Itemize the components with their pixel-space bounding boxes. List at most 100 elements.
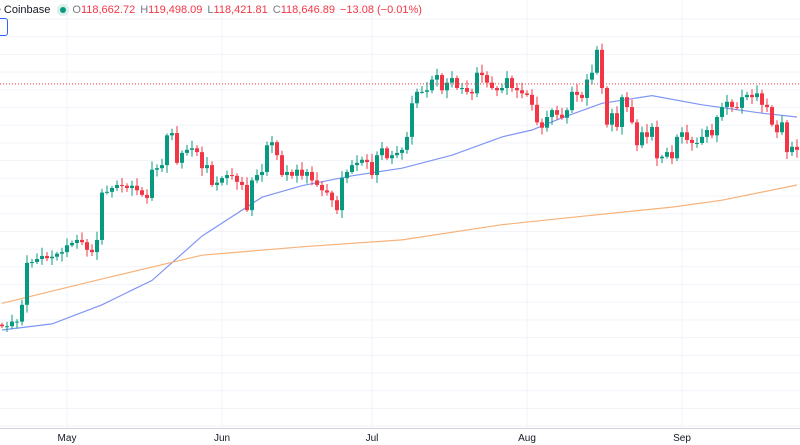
candle-body [610, 113, 614, 125]
candle [70, 240, 74, 248]
candle-body [465, 88, 469, 92]
candle-body [170, 133, 174, 136]
candle-body [30, 262, 34, 264]
candle [150, 161, 154, 201]
candle [100, 188, 104, 245]
candle [60, 247, 64, 262]
candle-body [760, 93, 764, 105]
candle-body [405, 136, 409, 150]
candle [530, 89, 534, 111]
candle [25, 255, 29, 313]
candle-body [560, 114, 564, 118]
candle-body [440, 75, 444, 91]
change-value: −13.08 (−0.01%) [339, 4, 422, 16]
candle [155, 164, 159, 177]
candle-body [790, 146, 794, 153]
candle [5, 321, 9, 333]
candle [595, 46, 599, 75]
candle [50, 250, 54, 266]
candle-body [445, 82, 449, 91]
candle [110, 186, 114, 198]
candle-body [590, 72, 594, 80]
collapse-legend-button[interactable] [0, 18, 8, 36]
exchange-name: • Coinbase [0, 4, 51, 16]
candle [340, 171, 344, 218]
candle-body [205, 165, 209, 169]
candle [295, 164, 299, 183]
candle-body [535, 104, 539, 123]
candle-body [50, 256, 54, 259]
candle [730, 99, 734, 112]
candle-body [235, 175, 239, 182]
candle-body [680, 132, 684, 137]
candle [190, 140, 194, 157]
candle-body [155, 168, 159, 170]
candle-body [20, 304, 24, 322]
candle [310, 166, 314, 186]
candle-body [580, 94, 584, 98]
candle [130, 180, 134, 196]
candle [210, 161, 214, 187]
candle-body [785, 122, 789, 153]
candle-body [130, 185, 134, 189]
candle-body [650, 126, 654, 137]
candle [525, 90, 529, 97]
candle [710, 123, 714, 139]
candle [305, 168, 309, 184]
candle-body [735, 107, 739, 109]
candle [705, 126, 709, 143]
candle-body [615, 113, 619, 127]
candle-body [780, 122, 784, 133]
candle [320, 181, 324, 197]
candle [170, 128, 174, 141]
candle-body [585, 79, 589, 98]
candle-body [55, 253, 59, 257]
candle-body [660, 156, 664, 159]
market-status-dot-icon [60, 7, 67, 13]
candle-body [740, 97, 744, 108]
candle-body [520, 90, 524, 94]
candle-body [185, 149, 189, 153]
candle-body [195, 148, 199, 153]
high-value: H119,498.09 [140, 4, 203, 16]
candle [375, 151, 379, 183]
candle [590, 64, 594, 85]
candle [195, 145, 199, 157]
candle-body [555, 110, 559, 115]
candle-body [10, 321, 14, 327]
candle-body [275, 142, 279, 156]
candle [395, 145, 399, 159]
candle [270, 135, 274, 154]
candle-body [685, 132, 689, 140]
candle-body [770, 107, 774, 125]
candle-body [305, 171, 309, 176]
candle-body [395, 152, 399, 156]
candle [570, 86, 574, 114]
candle-body [380, 148, 384, 156]
candle [260, 163, 264, 182]
candle-body [285, 171, 289, 176]
candle-body [165, 135, 169, 166]
grid [0, 0, 800, 428]
candle [775, 120, 779, 139]
candle-body [180, 152, 184, 163]
candle-body [515, 88, 519, 91]
time-axis[interactable] [0, 428, 800, 445]
candle [680, 127, 684, 144]
candle [740, 89, 744, 114]
low-value: L118,421.81 [207, 4, 268, 16]
candle-body [625, 97, 629, 108]
candle [425, 82, 429, 98]
candle [65, 238, 69, 257]
candle-body [730, 101, 734, 108]
candle-body [115, 184, 119, 189]
moving-average-line-ma_fast [1, 94, 798, 331]
candle [700, 128, 704, 145]
candle-body [265, 145, 269, 172]
candle-body [360, 159, 364, 163]
candle [655, 120, 659, 167]
candle [235, 173, 239, 190]
candle-body [355, 162, 359, 166]
candle [535, 96, 539, 126]
